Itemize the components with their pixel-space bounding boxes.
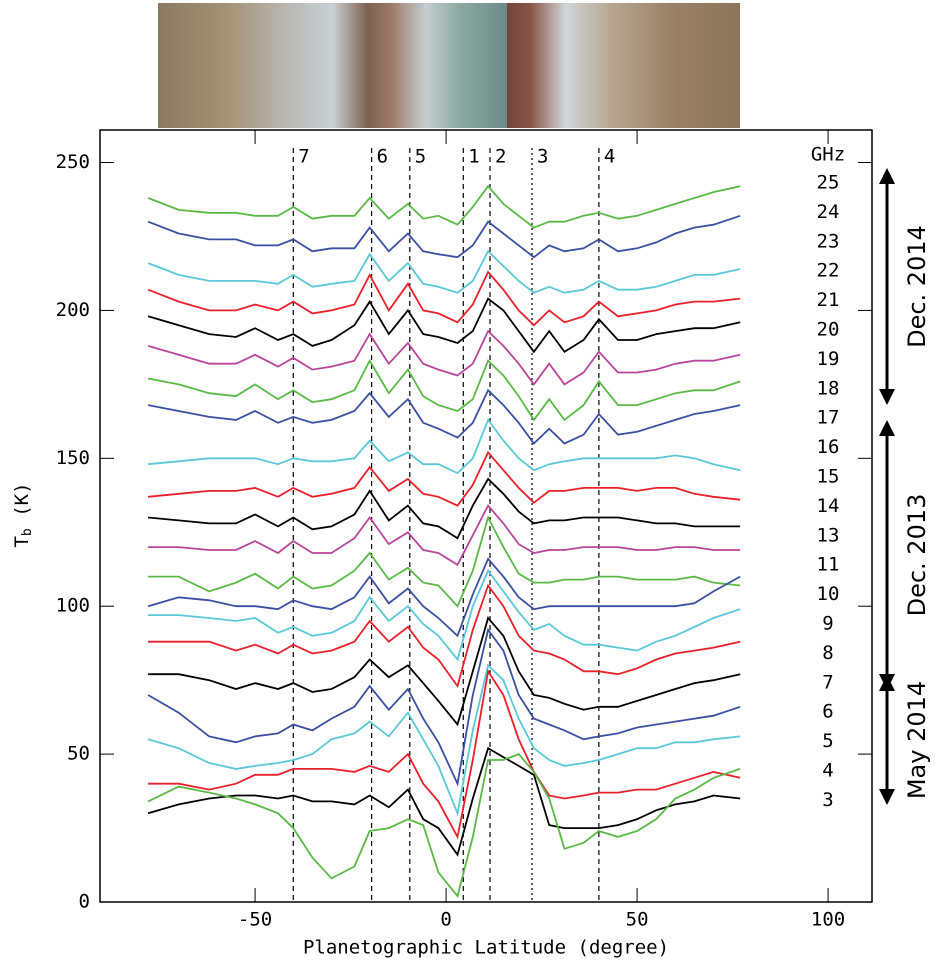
legend-label: 8 (822, 642, 833, 664)
legend-label: 16 (817, 436, 840, 458)
series-line (147, 746, 741, 857)
x-tick-label: -50 (238, 909, 272, 931)
y-tick-label: 0 (79, 891, 90, 913)
series-line (148, 504, 741, 567)
marker-label: 3 (537, 146, 548, 168)
x-tick-label: 50 (626, 909, 649, 931)
series-line (148, 477, 741, 540)
epoch-label: Dec. 2013 (903, 494, 931, 617)
series-line (147, 388, 741, 445)
y-tick-label: 50 (67, 743, 90, 765)
x-tick-label: 0 (440, 909, 451, 931)
series-line (147, 753, 741, 899)
marker-label: 4 (604, 146, 615, 168)
legend-label: 5 (822, 730, 833, 752)
epoch-arrow-head (879, 675, 895, 805)
marker-label: 1 (468, 146, 479, 168)
series-line (148, 515, 741, 608)
legend-label: 6 (822, 701, 833, 723)
legend-title: GHz (811, 144, 845, 166)
legend-label: 3 (822, 789, 833, 811)
legend-label: 10 (817, 583, 840, 605)
y-tick-label: 100 (56, 595, 90, 617)
legend-label: 4 (822, 760, 833, 782)
planet-image (158, 3, 740, 128)
y-axis-label: Tb (K) (11, 482, 35, 547)
legend-label: 21 (817, 289, 840, 311)
series-line (148, 668, 741, 840)
series-line (147, 329, 741, 386)
series-line (147, 270, 741, 327)
legend-label: 20 (817, 319, 840, 341)
legend-label: 18 (817, 377, 840, 399)
plot-frame (99, 129, 873, 903)
x-tick-label: 100 (811, 909, 845, 931)
series-line (147, 627, 741, 787)
marker-label: 6 (377, 146, 388, 168)
series-line (148, 418, 741, 475)
series-line (148, 583, 741, 689)
series-line (147, 214, 741, 259)
legend-label: 9 (822, 613, 833, 635)
legend-label: 23 (817, 230, 840, 252)
legend-label: 24 (817, 201, 840, 223)
legend-label: 19 (817, 348, 840, 370)
legend-label: 7 (822, 671, 833, 693)
x-axis-label: Planetographic Latitude (degree) (303, 937, 669, 959)
legend-label: 13 (817, 524, 840, 546)
marker-label: 2 (495, 146, 506, 168)
series-line (147, 249, 741, 294)
series-line (148, 616, 741, 727)
series-line (147, 184, 741, 229)
marker-label: 5 (415, 146, 426, 168)
legend-label: 14 (817, 495, 840, 517)
legend-label: 11 (817, 554, 840, 576)
legend-label: 15 (817, 466, 840, 488)
y-tick-label: 200 (56, 299, 90, 321)
legend-label: 22 (817, 260, 840, 282)
legend-label: 25 (817, 172, 840, 194)
series-line (147, 358, 741, 422)
series-line (147, 663, 741, 817)
y-tick-label: 150 (56, 447, 90, 469)
marker-label: 7 (298, 146, 309, 168)
series-line (148, 450, 741, 507)
epoch-label: Dec. 2014 (903, 225, 931, 348)
series-line (147, 297, 741, 354)
legend-label: 17 (817, 407, 840, 429)
series-line (148, 568, 741, 662)
series-line (147, 557, 741, 638)
epoch-label: May 2014 (903, 681, 931, 799)
y-tick-label: 250 (56, 151, 90, 173)
